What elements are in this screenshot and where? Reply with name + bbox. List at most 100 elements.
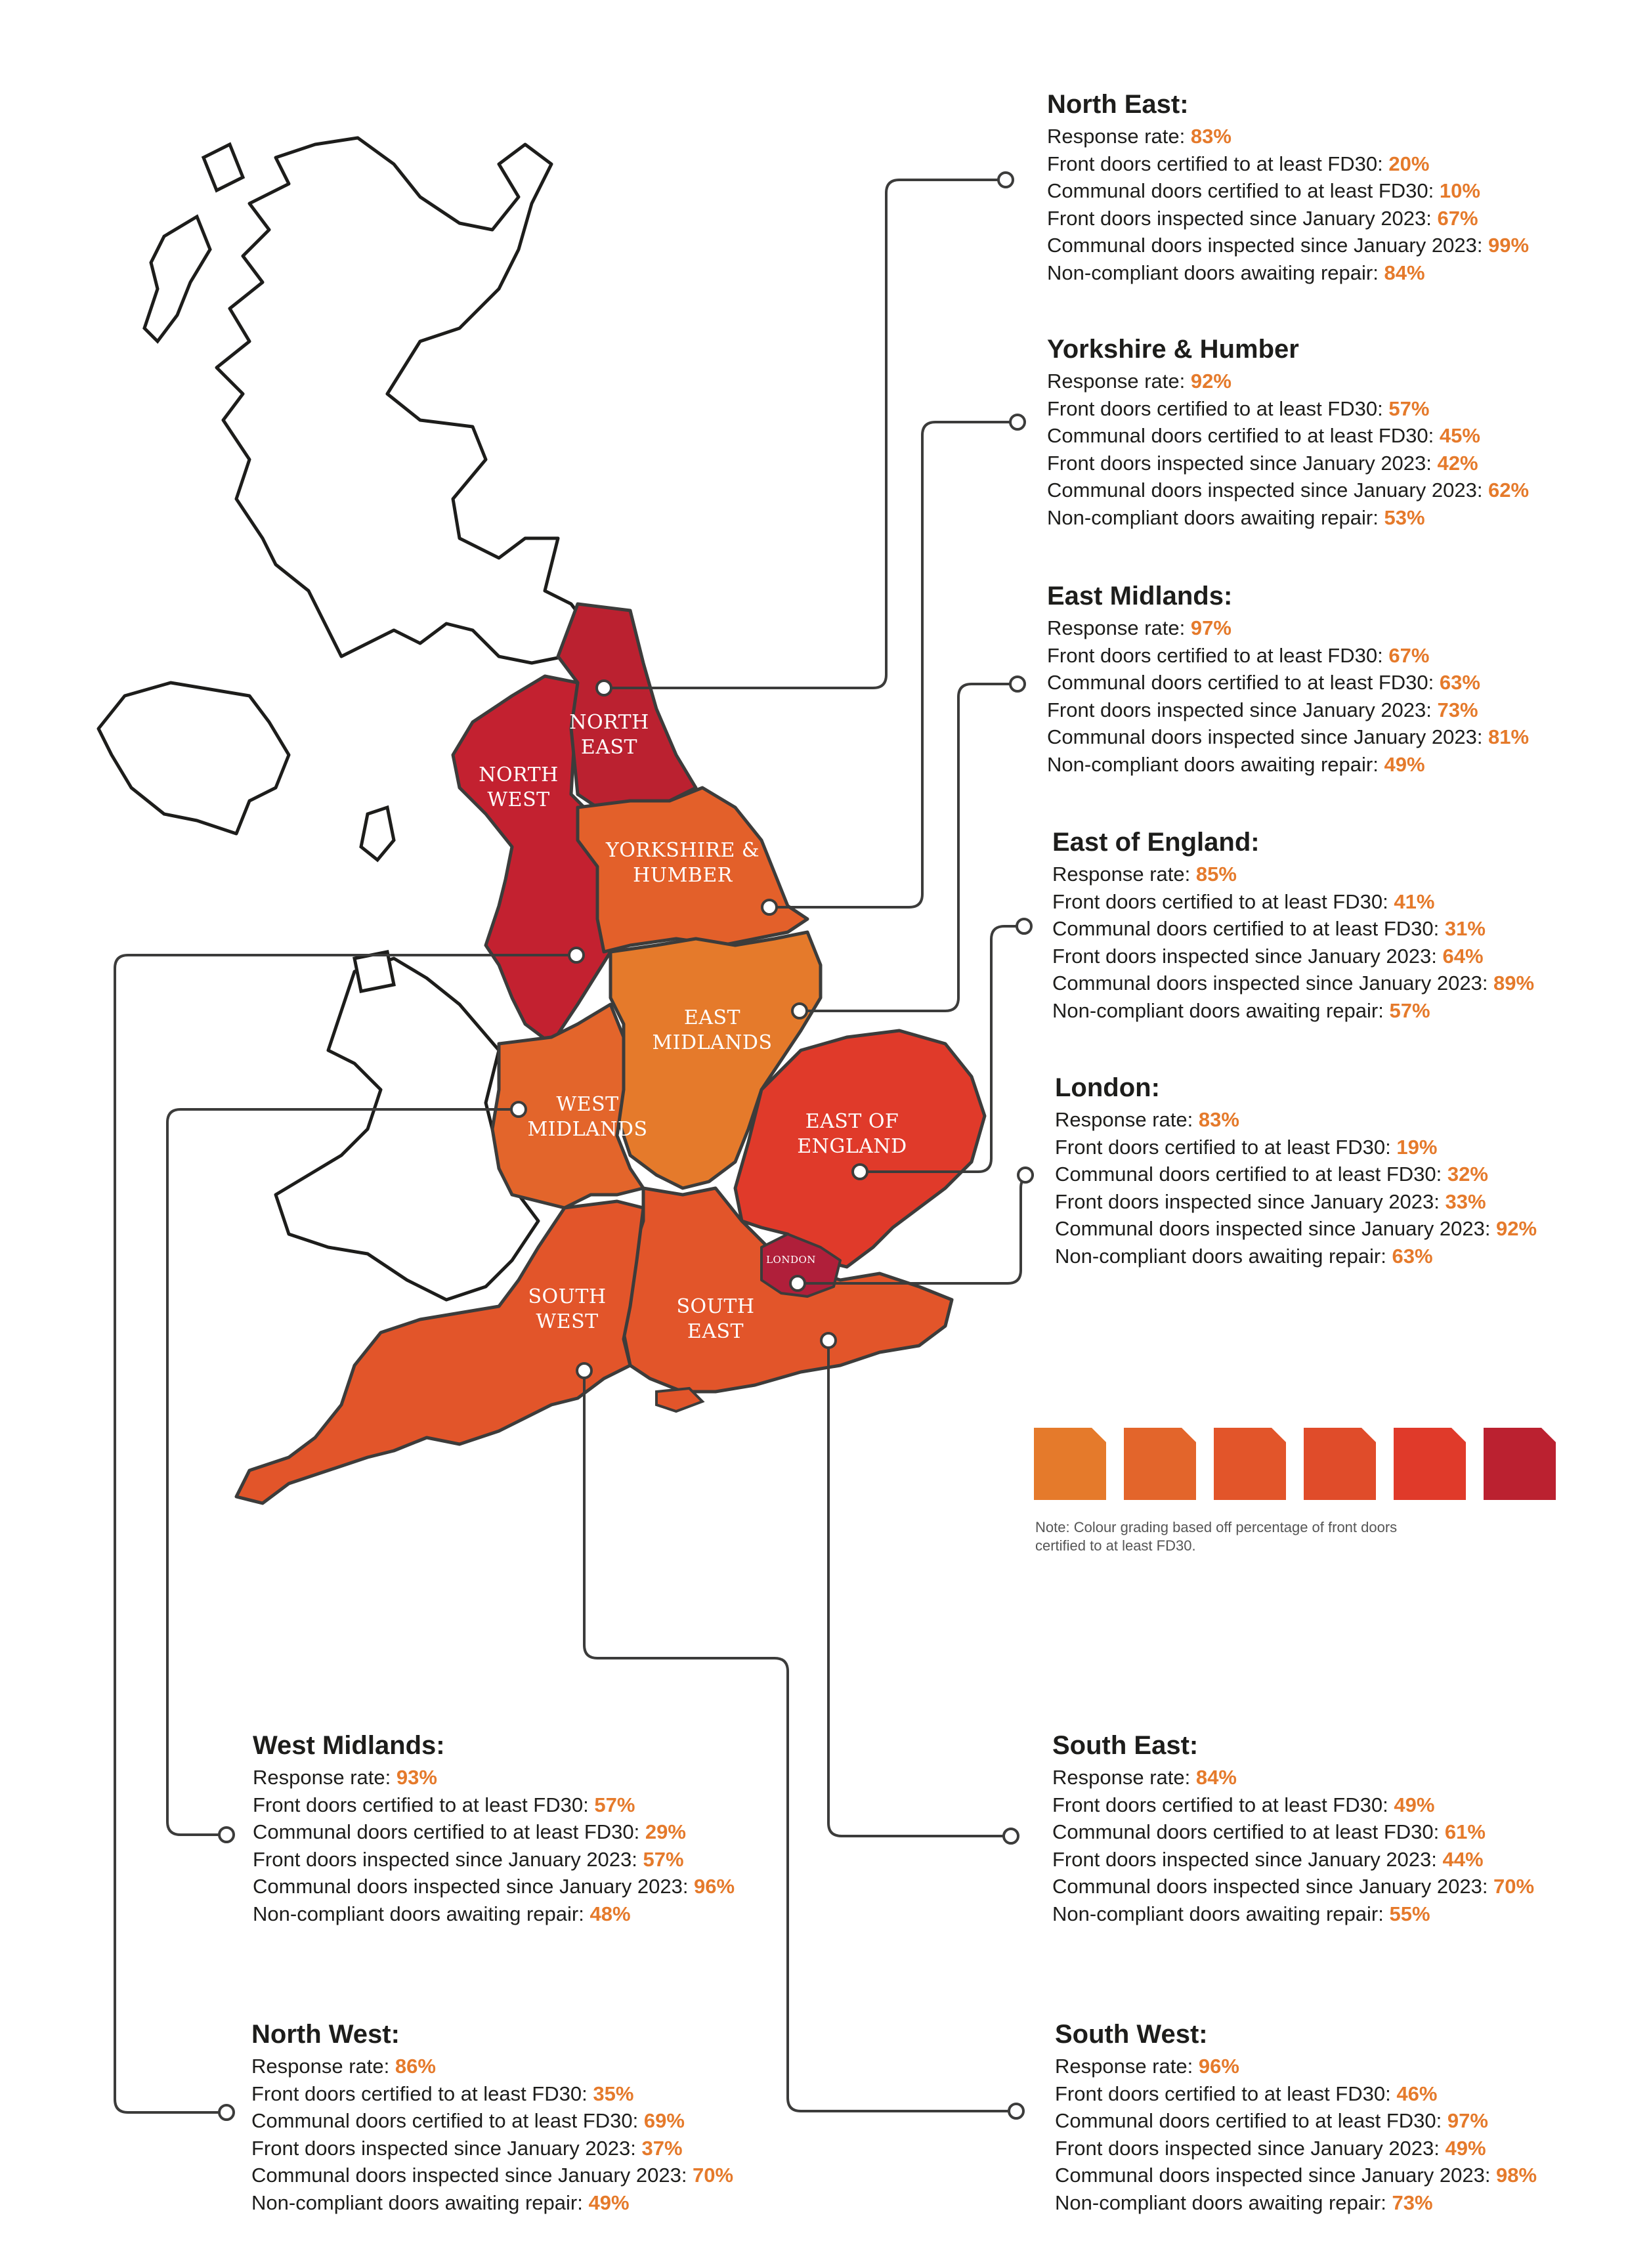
metric-row-communal-cert: Communal doors certified to at least FD3… bbox=[1047, 177, 1628, 205]
panel-south-west: South West: Response rate: 96% Front doors… bbox=[1055, 2019, 1628, 2217]
metric-value: 73% bbox=[1437, 698, 1478, 721]
metric-row-communal-cert: Communal doors certified to at least FD3… bbox=[1047, 422, 1628, 450]
metric-value: 97% bbox=[1447, 2109, 1488, 2133]
metric-row-communal-cert: Communal doors certified to at least FD3… bbox=[251, 2107, 842, 2135]
metric-value: 20% bbox=[1388, 152, 1430, 175]
dot-north-east-map bbox=[595, 679, 612, 696]
metric-label: Non-compliant doors awaiting repair: bbox=[1052, 1902, 1390, 1925]
metric-row-noncompliant: Non-compliant doors awaiting repair: 48% bbox=[253, 1900, 844, 1928]
west-midlands-region[interactable] bbox=[490, 1002, 645, 1210]
panel-north-west: North West: Response rate: 86% Front doors… bbox=[251, 2019, 842, 2217]
north-east-region[interactable] bbox=[556, 602, 698, 809]
metric-value: 89% bbox=[1493, 972, 1535, 995]
metric-label: Front doors certified to at least FD30: bbox=[253, 1793, 595, 1816]
dot-yorkshire-map bbox=[761, 899, 778, 916]
dot-south-east-map bbox=[820, 1332, 837, 1349]
metric-row-noncompliant: Non-compliant doors awaiting repair: 49% bbox=[1047, 751, 1628, 779]
metric-label: Communal doors certified to at least FD3… bbox=[253, 1820, 645, 1844]
metric-value: 57% bbox=[1388, 396, 1430, 420]
legend-swatch bbox=[1484, 1428, 1556, 1500]
metric-label: Communal doors inspected since January 2… bbox=[251, 2164, 693, 2187]
metric-label: Front doors certified to at least FD30: bbox=[1055, 2082, 1397, 2105]
panel-title: West Midlands: bbox=[253, 1731, 445, 1760]
metric-label: Communal doors inspected since January 2… bbox=[253, 1875, 695, 1898]
metric-value: 98% bbox=[1496, 2164, 1537, 2187]
dot-east-of-england-map bbox=[851, 1163, 868, 1180]
dot-north-east-panel bbox=[997, 171, 1014, 188]
metric-row-front-cert: Front doors certified to at least FD30: … bbox=[1052, 888, 1628, 916]
south-west-region[interactable] bbox=[234, 1199, 645, 1505]
metric-row-response: Response rate: 97% bbox=[1047, 614, 1628, 642]
dot-east-midlands-panel bbox=[1009, 675, 1026, 693]
leader-lines bbox=[114, 179, 1035, 2114]
metric-value: 92% bbox=[1496, 1217, 1537, 1241]
isle-of-man-outline bbox=[359, 805, 396, 863]
metric-value: 49% bbox=[1384, 752, 1425, 776]
metric-label: Front doors certified to at least FD30: bbox=[1052, 889, 1394, 913]
metric-value: 93% bbox=[396, 1766, 437, 1789]
dot-west-midlands-panel bbox=[218, 1826, 235, 1843]
metric-value: 10% bbox=[1439, 179, 1480, 203]
metric-row-communal-insp: Communal doors inspected since January 2… bbox=[1055, 2162, 1628, 2189]
dot-south-west-map bbox=[576, 1362, 593, 1379]
metric-row-response: Response rate: 96% bbox=[1055, 2053, 1628, 2080]
metric-row-noncompliant: Non-compliant doors awaiting repair: 73% bbox=[1055, 2189, 1628, 2217]
metric-value: 41% bbox=[1394, 889, 1435, 913]
metric-label: Communal doors certified to at least FD3… bbox=[251, 2109, 644, 2133]
metric-row-noncompliant: Non-compliant doors awaiting repair: 57% bbox=[1052, 997, 1628, 1025]
yorkshire-humber-region[interactable] bbox=[576, 786, 809, 954]
metric-row-front-insp: Front doors inspected since January 2023… bbox=[1047, 205, 1628, 232]
panel-london: London: Response rate: 83% Front doors cer… bbox=[1055, 1072, 1628, 1270]
metric-row-noncompliant: Non-compliant doors awaiting repair: 63% bbox=[1055, 1243, 1628, 1270]
legend-note: Note: Colour grading based off percentag… bbox=[1035, 1519, 1398, 1554]
london-region[interactable] bbox=[760, 1233, 842, 1298]
metric-value: 61% bbox=[1444, 1820, 1486, 1844]
isle-of-wight-outline bbox=[655, 1386, 705, 1413]
dot-east-midlands-map bbox=[791, 1002, 808, 1019]
leader-east-of-england bbox=[860, 925, 1019, 1173]
metric-label: Non-compliant doors awaiting repair: bbox=[1055, 1244, 1392, 1268]
north-west-map-label: NORTH WEST bbox=[479, 763, 559, 811]
metric-label: Response rate: bbox=[253, 1766, 396, 1789]
metric-label: Non-compliant doors awaiting repair: bbox=[1047, 261, 1384, 284]
metric-label: Front doors inspected since January 2023… bbox=[251, 2136, 642, 2160]
metric-value: 70% bbox=[693, 2164, 734, 2187]
scotland-outline bbox=[215, 136, 593, 665]
metric-value: 84% bbox=[1195, 1766, 1237, 1789]
metric-row-front-cert: Front doors certified to at least FD30: … bbox=[1055, 1134, 1628, 1161]
metric-row-front-cert: Front doors certified to at least FD30: … bbox=[251, 2080, 842, 2108]
metric-label: Response rate: bbox=[1047, 616, 1191, 639]
metric-value: 96% bbox=[1198, 2055, 1239, 2078]
metric-label: Communal doors inspected since January 2… bbox=[1055, 1217, 1497, 1241]
metric-row-front-cert: Front doors certified to at least FD30: … bbox=[253, 1791, 844, 1819]
metric-value: 57% bbox=[594, 1793, 635, 1816]
panel-east-midlands: East Midlands: Response rate: 97% Front do… bbox=[1047, 580, 1628, 779]
metric-value: 83% bbox=[1198, 1108, 1239, 1131]
metric-value: 92% bbox=[1190, 370, 1232, 393]
metric-value: 63% bbox=[1392, 1244, 1433, 1268]
metric-value: 62% bbox=[1488, 479, 1530, 502]
panel-title: East of England: bbox=[1052, 828, 1260, 857]
metric-label: Response rate: bbox=[1052, 863, 1196, 886]
leader-south-west bbox=[583, 1371, 1010, 2112]
london-map-label: LONDON bbox=[766, 1254, 816, 1266]
metric-value: 57% bbox=[643, 1847, 684, 1871]
metric-label: Front doors certified to at least FD30: bbox=[1047, 152, 1389, 175]
metric-row-front-insp: Front doors inspected since January 2023… bbox=[251, 2135, 842, 2162]
dot-south-east-panel bbox=[1002, 1828, 1019, 1845]
metric-label: Front doors certified to at least FD30: bbox=[1055, 1135, 1397, 1159]
legend-swatch bbox=[1304, 1428, 1376, 1500]
metric-label: Communal doors inspected since January 2… bbox=[1055, 2164, 1497, 2187]
metric-label: Response rate: bbox=[1055, 2055, 1199, 2078]
metric-label: Response rate: bbox=[1055, 1108, 1199, 1131]
south-east-map-label: SOUTH EAST bbox=[676, 1295, 754, 1343]
dot-east-of-england-panel bbox=[1016, 918, 1033, 935]
leader-north-west bbox=[114, 954, 576, 2114]
metric-row-response: Response rate: 86% bbox=[251, 2053, 842, 2080]
legend-swatch bbox=[1034, 1428, 1106, 1500]
metric-label: Non-compliant doors awaiting repair: bbox=[1047, 752, 1384, 776]
yorkshire-map-label: YORKSHIRE & HUMBER bbox=[605, 839, 760, 887]
leader-dots bbox=[218, 171, 1034, 2121]
metric-value: 42% bbox=[1437, 451, 1478, 475]
